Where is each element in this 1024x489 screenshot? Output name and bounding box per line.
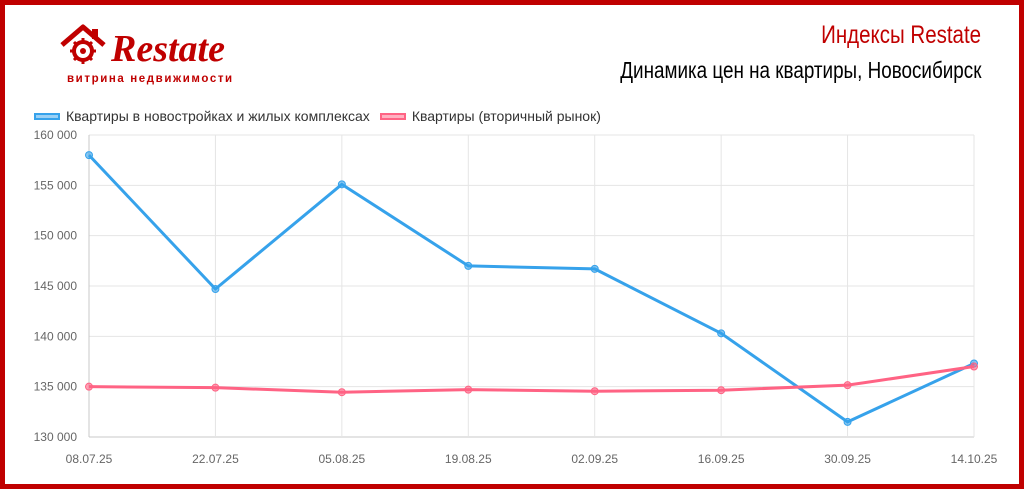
header-subtitle: Динамика цен на квартиры, Новосибирск xyxy=(619,57,981,83)
y-tick-label: 145 000 xyxy=(34,279,78,293)
series-line-0 xyxy=(87,154,975,424)
x-tick-label: 30.09.25 xyxy=(824,452,871,466)
x-tick-label: 16.09.25 xyxy=(698,452,745,466)
logo-wordmark: Restate xyxy=(111,28,225,70)
data-point-series-0 xyxy=(85,151,93,160)
series-line-1 xyxy=(88,365,975,394)
y-tick-label: 155 000 xyxy=(34,178,78,192)
y-tick-label: 150 000 xyxy=(34,229,78,243)
x-tick-label: 22.07.25 xyxy=(192,452,239,466)
x-tick-label: 14.10.25 xyxy=(951,452,998,466)
data-point-series-1 xyxy=(843,381,852,390)
legend-label-new-buildings: Квартиры в новостройках и жилых комплекс… xyxy=(66,108,370,124)
data-point-series-0 xyxy=(590,264,599,273)
x-tick-label: 19.08.25 xyxy=(445,452,492,466)
header-title: Индексы Restate xyxy=(821,21,981,49)
y-tick-label: 130 000 xyxy=(34,430,78,444)
legend-swatch-secondary-market xyxy=(379,112,406,120)
chart-legend: Квартиры в новостройках и жилых комплекс… xyxy=(34,104,611,128)
data-point-series-1 xyxy=(211,383,220,392)
restate-logo[interactable]: Restate витрина недвижимости xyxy=(59,23,259,93)
legend-label-secondary-market: Квартиры (вторичный рынок) xyxy=(411,108,601,124)
x-tick-label: 08.07.25 xyxy=(66,452,113,466)
data-point-series-0 xyxy=(464,261,473,270)
data-point-series-0 xyxy=(717,329,726,338)
logo-tagline: витрина недвижимости xyxy=(67,73,234,85)
data-point-series-1 xyxy=(590,387,599,396)
data-point-series-0 xyxy=(337,180,346,189)
y-tick-label: 140 000 xyxy=(34,329,78,343)
data-point-series-1 xyxy=(337,388,346,397)
legend-swatch-new-buildings xyxy=(34,112,60,120)
data-point-series-1 xyxy=(85,382,93,391)
data-point-series-0 xyxy=(211,285,220,294)
x-tick-label: 02.09.25 xyxy=(571,452,618,466)
data-point-series-1 xyxy=(717,386,726,395)
legend-item-secondary-market[interactable]: Квартиры (вторичный рынок) xyxy=(379,108,601,124)
data-point-series-1 xyxy=(970,362,978,371)
y-tick-label: 135 000 xyxy=(34,380,78,394)
x-tick-label: 05.08.25 xyxy=(318,452,365,466)
data-point-series-1 xyxy=(464,385,473,394)
data-point-series-0 xyxy=(843,417,852,426)
house-gear-icon xyxy=(60,24,106,64)
legend-item-new-buildings[interactable]: Квартиры в новостройках и жилых комплекс… xyxy=(34,108,370,124)
y-tick-label: 160 000 xyxy=(34,128,78,142)
